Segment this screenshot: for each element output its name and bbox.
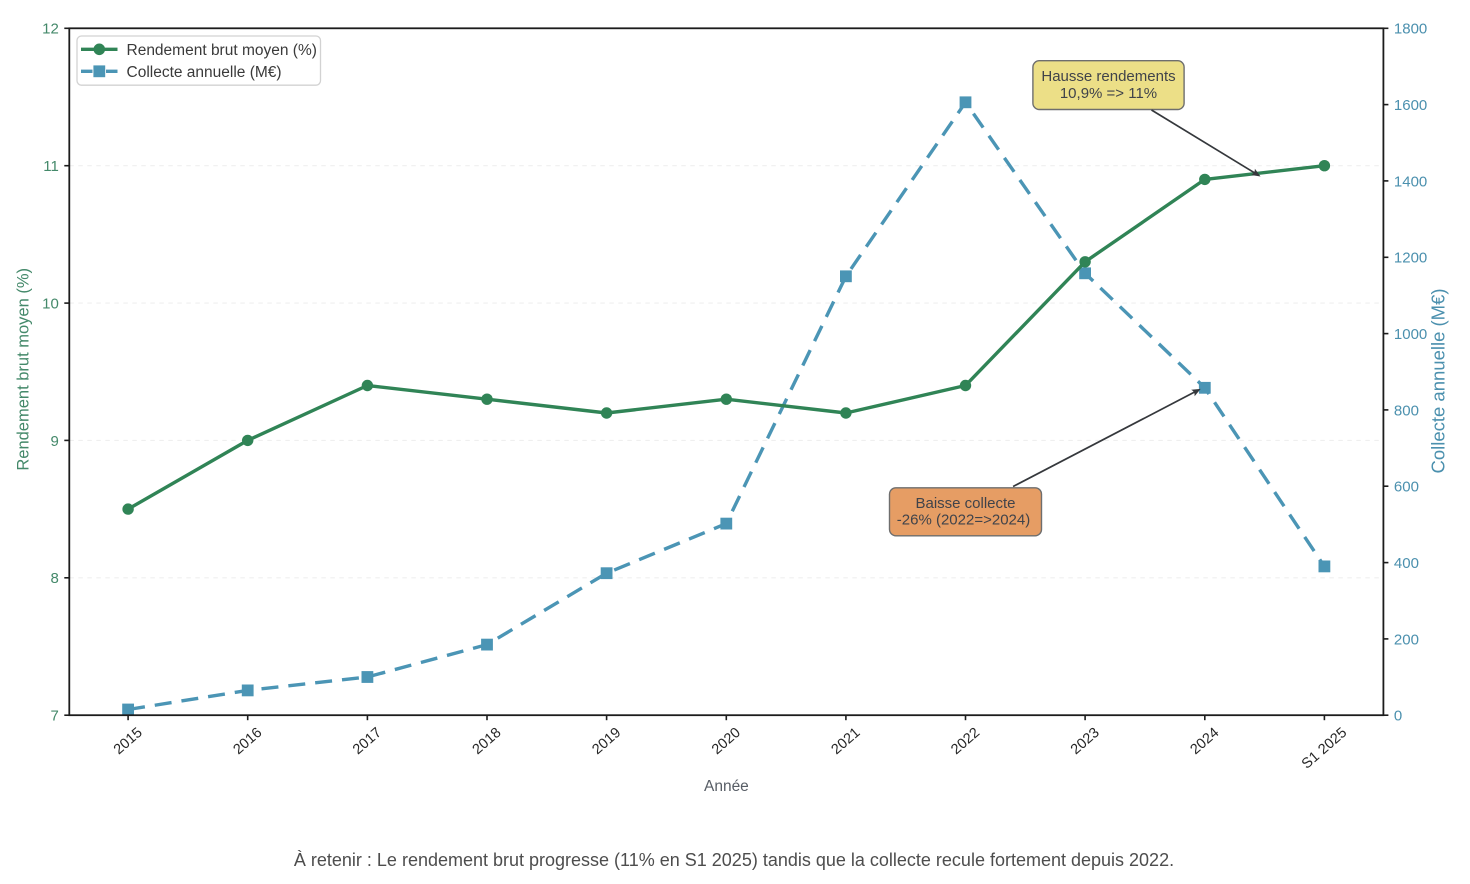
- svg-text:Baisse collecte: Baisse collecte: [915, 495, 1015, 512]
- svg-text:9: 9: [50, 433, 58, 450]
- svg-text:1400: 1400: [1394, 173, 1427, 190]
- svg-text:8: 8: [50, 570, 58, 587]
- svg-text:1200: 1200: [1394, 250, 1427, 267]
- svg-text:600: 600: [1394, 479, 1419, 496]
- svg-text:Collecte annuelle (M€): Collecte annuelle (M€): [127, 64, 282, 81]
- svg-text:7: 7: [50, 708, 58, 725]
- svg-text:Année: Année: [704, 778, 749, 795]
- svg-text:Hausse rendements: Hausse rendements: [1041, 68, 1175, 85]
- svg-text:1600: 1600: [1394, 97, 1427, 114]
- svg-text:À retenir : Le rendement brut: À retenir : Le rendement brut progresse …: [294, 850, 1174, 870]
- svg-text:800: 800: [1394, 402, 1419, 419]
- svg-text:200: 200: [1394, 631, 1419, 648]
- svg-text:11: 11: [43, 158, 59, 175]
- svg-text:-26% (2022=>2024): -26% (2022=>2024): [897, 511, 1030, 528]
- svg-text:10,9% => 11%: 10,9% => 11%: [1060, 85, 1157, 102]
- svg-text:Rendement brut moyen (%): Rendement brut moyen (%): [127, 42, 317, 59]
- svg-text:10: 10: [42, 296, 59, 313]
- svg-text:0: 0: [1394, 708, 1402, 725]
- svg-text:400: 400: [1394, 555, 1419, 572]
- svg-text:Collecte annuelle (M€): Collecte annuelle (M€): [1428, 288, 1449, 473]
- svg-text:1000: 1000: [1394, 326, 1427, 343]
- svg-text:12: 12: [42, 21, 59, 38]
- svg-text:Rendement brut moyen (%): Rendement brut moyen (%): [15, 268, 33, 471]
- svg-text:1800: 1800: [1394, 21, 1427, 38]
